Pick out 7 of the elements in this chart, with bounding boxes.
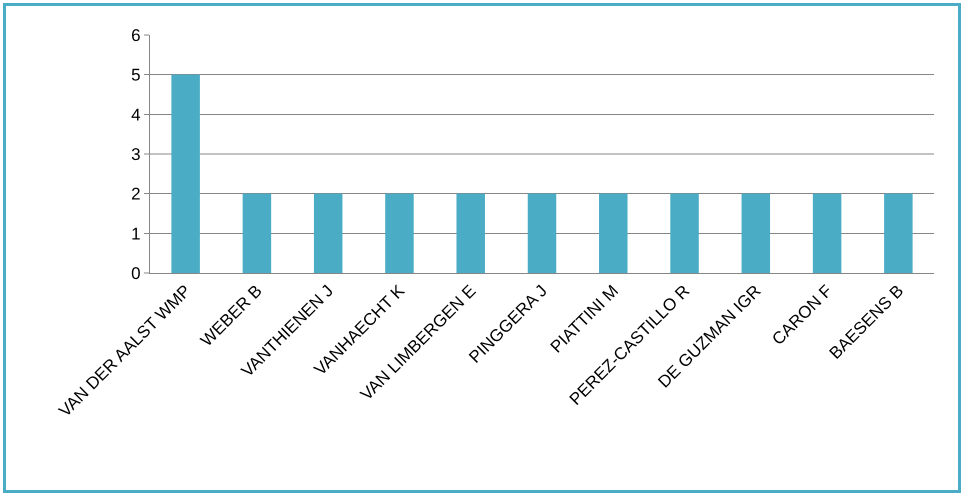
y-tick-label: 0: [131, 264, 141, 283]
y-tick-label: 5: [131, 66, 141, 85]
y-tick-label: 1: [131, 224, 141, 244]
y-tick-label: 4: [131, 105, 141, 124]
y-tick-label: 6: [131, 26, 141, 45]
y-tick-label: 3: [131, 144, 141, 164]
y-tick-label: 2: [131, 184, 141, 204]
